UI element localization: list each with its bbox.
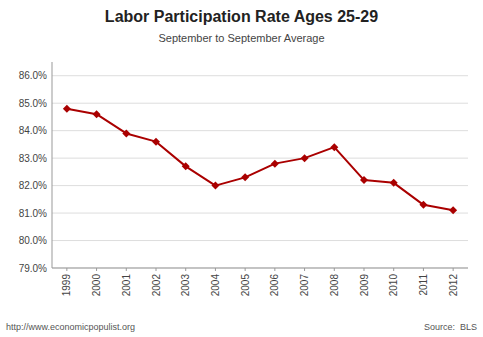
- marker: [93, 110, 101, 118]
- x-tick: [156, 268, 157, 271]
- grid-line: [52, 268, 468, 269]
- x-tick-label: 1999: [61, 274, 72, 297]
- x-tick-label: 2010: [388, 274, 399, 297]
- x-tick-label: 2006: [269, 274, 280, 297]
- grid-line: [52, 185, 468, 186]
- footer-left: http://www.economicpopulist.org: [6, 322, 135, 332]
- grid-line: [52, 158, 468, 159]
- x-tick-label: 2011: [418, 274, 429, 296]
- marker: [271, 160, 279, 168]
- grid-line: [52, 213, 468, 214]
- x-tick: [185, 268, 186, 271]
- x-tick: [126, 268, 127, 271]
- line: [67, 109, 453, 211]
- y-tick-label: 86.0%: [19, 70, 47, 81]
- marker: [122, 129, 130, 137]
- footer-right: Source: BLS: [424, 322, 477, 332]
- marker: [390, 179, 398, 187]
- x-tick: [334, 268, 335, 271]
- y-tick-label: 81.0%: [19, 208, 47, 219]
- x-tick-label: 2005: [240, 274, 251, 297]
- grid-line: [52, 75, 468, 76]
- marker: [360, 176, 368, 184]
- x-axis: 1999 2000 2001 2002 2003 2004 2005 2006 2007 2008…: [52, 268, 468, 296]
- x-tick-label: 2007: [299, 274, 310, 297]
- x-tick-label: 2012: [448, 274, 459, 297]
- y-tick-label: 82.0%: [19, 180, 47, 191]
- x-tick: [274, 268, 275, 271]
- x-tick: [453, 268, 454, 271]
- y-tick-label: 80.0%: [19, 235, 47, 246]
- subtitle: September to September Average: [158, 32, 324, 44]
- y-tick-label: 85.0%: [19, 98, 47, 109]
- marker: [63, 105, 71, 113]
- title: Labor Participation Rate Ages 25-29: [105, 8, 378, 25]
- x-tick-label: 2002: [151, 274, 162, 297]
- grid-line: [52, 103, 468, 104]
- marker: [301, 154, 309, 162]
- grid-line: [52, 240, 468, 241]
- data: [63, 105, 457, 215]
- marker: [211, 182, 219, 190]
- y-axis: 79.0% 80.0% 81.0% 82.0% 83.0% 84.0% 85.0% 86.0%: [19, 62, 468, 274]
- x-tick-label: 2000: [91, 274, 102, 297]
- x-tick: [393, 268, 394, 271]
- marker: [152, 138, 160, 146]
- x-tick: [96, 268, 97, 271]
- x-tick-label: 2008: [329, 274, 340, 297]
- marker: [419, 201, 427, 209]
- y-tick-label: 83.0%: [19, 153, 47, 164]
- y-axis-line: [52, 62, 53, 268]
- x-tick: [364, 268, 365, 271]
- x-tick: [304, 268, 305, 271]
- x-tick: [423, 268, 424, 271]
- y-tick-label: 79.0%: [19, 263, 47, 274]
- marker: [449, 206, 457, 214]
- x-tick-label: 2009: [359, 274, 370, 297]
- x-tick-label: 2003: [180, 274, 191, 297]
- x-tick: [66, 268, 67, 271]
- x-tick: [245, 268, 246, 271]
- x-tick-label: 2004: [210, 274, 221, 297]
- marker: [182, 162, 190, 170]
- x-tick-label: 2001: [121, 274, 132, 297]
- marker: [241, 173, 249, 181]
- y-tick-label: 84.0%: [19, 125, 47, 136]
- x-axis-line: [52, 268, 468, 269]
- background: [0, 0, 483, 337]
- x-tick: [215, 268, 216, 271]
- marker: [330, 143, 338, 151]
- chart: Labor Participation Rate Ages 25-29 Septe…: [0, 0, 483, 337]
- grid-line: [52, 130, 468, 131]
